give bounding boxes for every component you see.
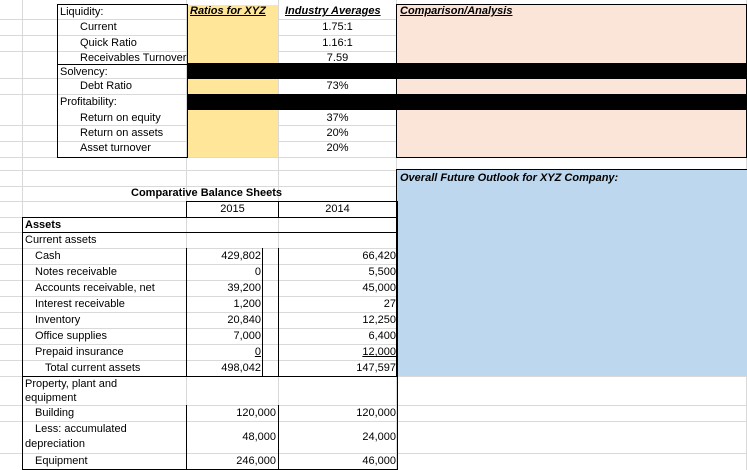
outlook-fill[interactable] [397, 170, 747, 376]
table-row-label: Notes receivable [35, 266, 117, 278]
header-comparison-analysis: Comparison/Analysis [400, 5, 513, 17]
solvency-bar [187, 63, 747, 79]
interest-2014: 27 [383, 298, 396, 310]
header-industry-averages: Industry Averages [285, 5, 381, 17]
outlook-title: Overall Future Outlook for XYZ Company: [400, 172, 619, 184]
receivables-turnover-label: Receivables Turnover [80, 52, 187, 64]
outlook-box [396, 169, 747, 377]
asset-turnover-avg: 20% [326, 142, 349, 154]
accum-depr-2015: 48,000 [242, 431, 276, 443]
roa-avg: 20% [326, 127, 349, 139]
ar-2014: 45,000 [362, 282, 396, 294]
supplies-2014: 6,400 [368, 330, 396, 342]
ratio-labels-box [57, 4, 188, 65]
receivables-avg: 7.59 [326, 52, 349, 64]
ratio-labels-box-2 [57, 64, 188, 158]
year-2014-header: 2014 [325, 203, 350, 215]
accum-depr-label-line2: depreciation [25, 438, 85, 450]
prepaid-2015: 0 [254, 346, 261, 358]
accum-depr-label-line1: Less: accumulated [35, 423, 127, 435]
equipment-2015: 246,000 [236, 455, 276, 467]
inventory-2014: 12,250 [362, 314, 396, 326]
comparison-box [396, 4, 747, 158]
assets-label: Assets [25, 219, 62, 231]
debt-ratio-label: Debt Ratio [80, 80, 132, 92]
liquidity-label: Liquidity: [60, 6, 104, 18]
balance-sheet-title: Comparative Balance Sheets [131, 187, 283, 199]
ppe-label-line1: Property, plant and [25, 378, 118, 390]
notes-2014: 5,500 [368, 266, 396, 278]
cash-2014: 66,420 [362, 250, 396, 262]
supplies-2015: 7,000 [233, 330, 261, 342]
equipment-2014: 46,000 [362, 455, 396, 467]
roa-label: Return on assets [80, 127, 164, 139]
table-row-label: Interest receivable [35, 298, 125, 310]
ar-2015: 39,200 [227, 282, 261, 294]
prepaid-2014: 12,000 [362, 346, 396, 358]
roe-label: Return on equity [80, 112, 161, 124]
profitability-bar [187, 94, 747, 110]
header-ratios-for-xyz: Ratios for XYZ [190, 5, 266, 17]
building-label: Building [35, 407, 75, 419]
accum-depr-2014: 24,000 [362, 431, 396, 443]
table-row-label: Office supplies [35, 330, 107, 342]
profitability-label: Profitability: [60, 96, 117, 108]
total-current-2015: 498,042 [221, 362, 261, 374]
debt-avg: 73% [326, 80, 349, 92]
notes-2015: 0 [254, 266, 261, 278]
equipment-label: Equipment [35, 455, 88, 467]
table-row-label: Prepaid insurance [35, 346, 124, 358]
ppe-label-line2: equipment [25, 392, 77, 404]
ratios-xyz-fill [187, 5, 278, 157]
table-row-label: Cash [35, 250, 61, 262]
year-2015-header: 2015 [220, 203, 245, 215]
asset-turnover-label: Asset turnover [80, 142, 151, 154]
interest-2015: 1,200 [233, 298, 261, 310]
roe-avg: 37% [326, 112, 349, 124]
solvency-label: Solvency: [60, 66, 108, 78]
current-assets-label: Current assets [25, 234, 97, 246]
cash-2015: 429,802 [221, 250, 261, 262]
current-ratio-label: Current [80, 21, 117, 33]
building-2015: 120,000 [236, 407, 276, 419]
inventory-2015: 20,840 [227, 314, 261, 326]
table-row-label: Total current assets [45, 362, 141, 374]
table-row-label: Inventory [35, 314, 81, 326]
quick-ratio-label: Quick Ratio [80, 37, 137, 49]
table-row-label: Accounts receivable, net [35, 282, 155, 294]
current-avg: 1.75:1 [322, 21, 353, 33]
quick-avg: 1.16:1 [322, 37, 353, 49]
comparison-analysis-fill[interactable] [397, 5, 747, 157]
total-current-2014: 147,597 [356, 362, 396, 374]
building-2014: 120,000 [356, 407, 396, 419]
